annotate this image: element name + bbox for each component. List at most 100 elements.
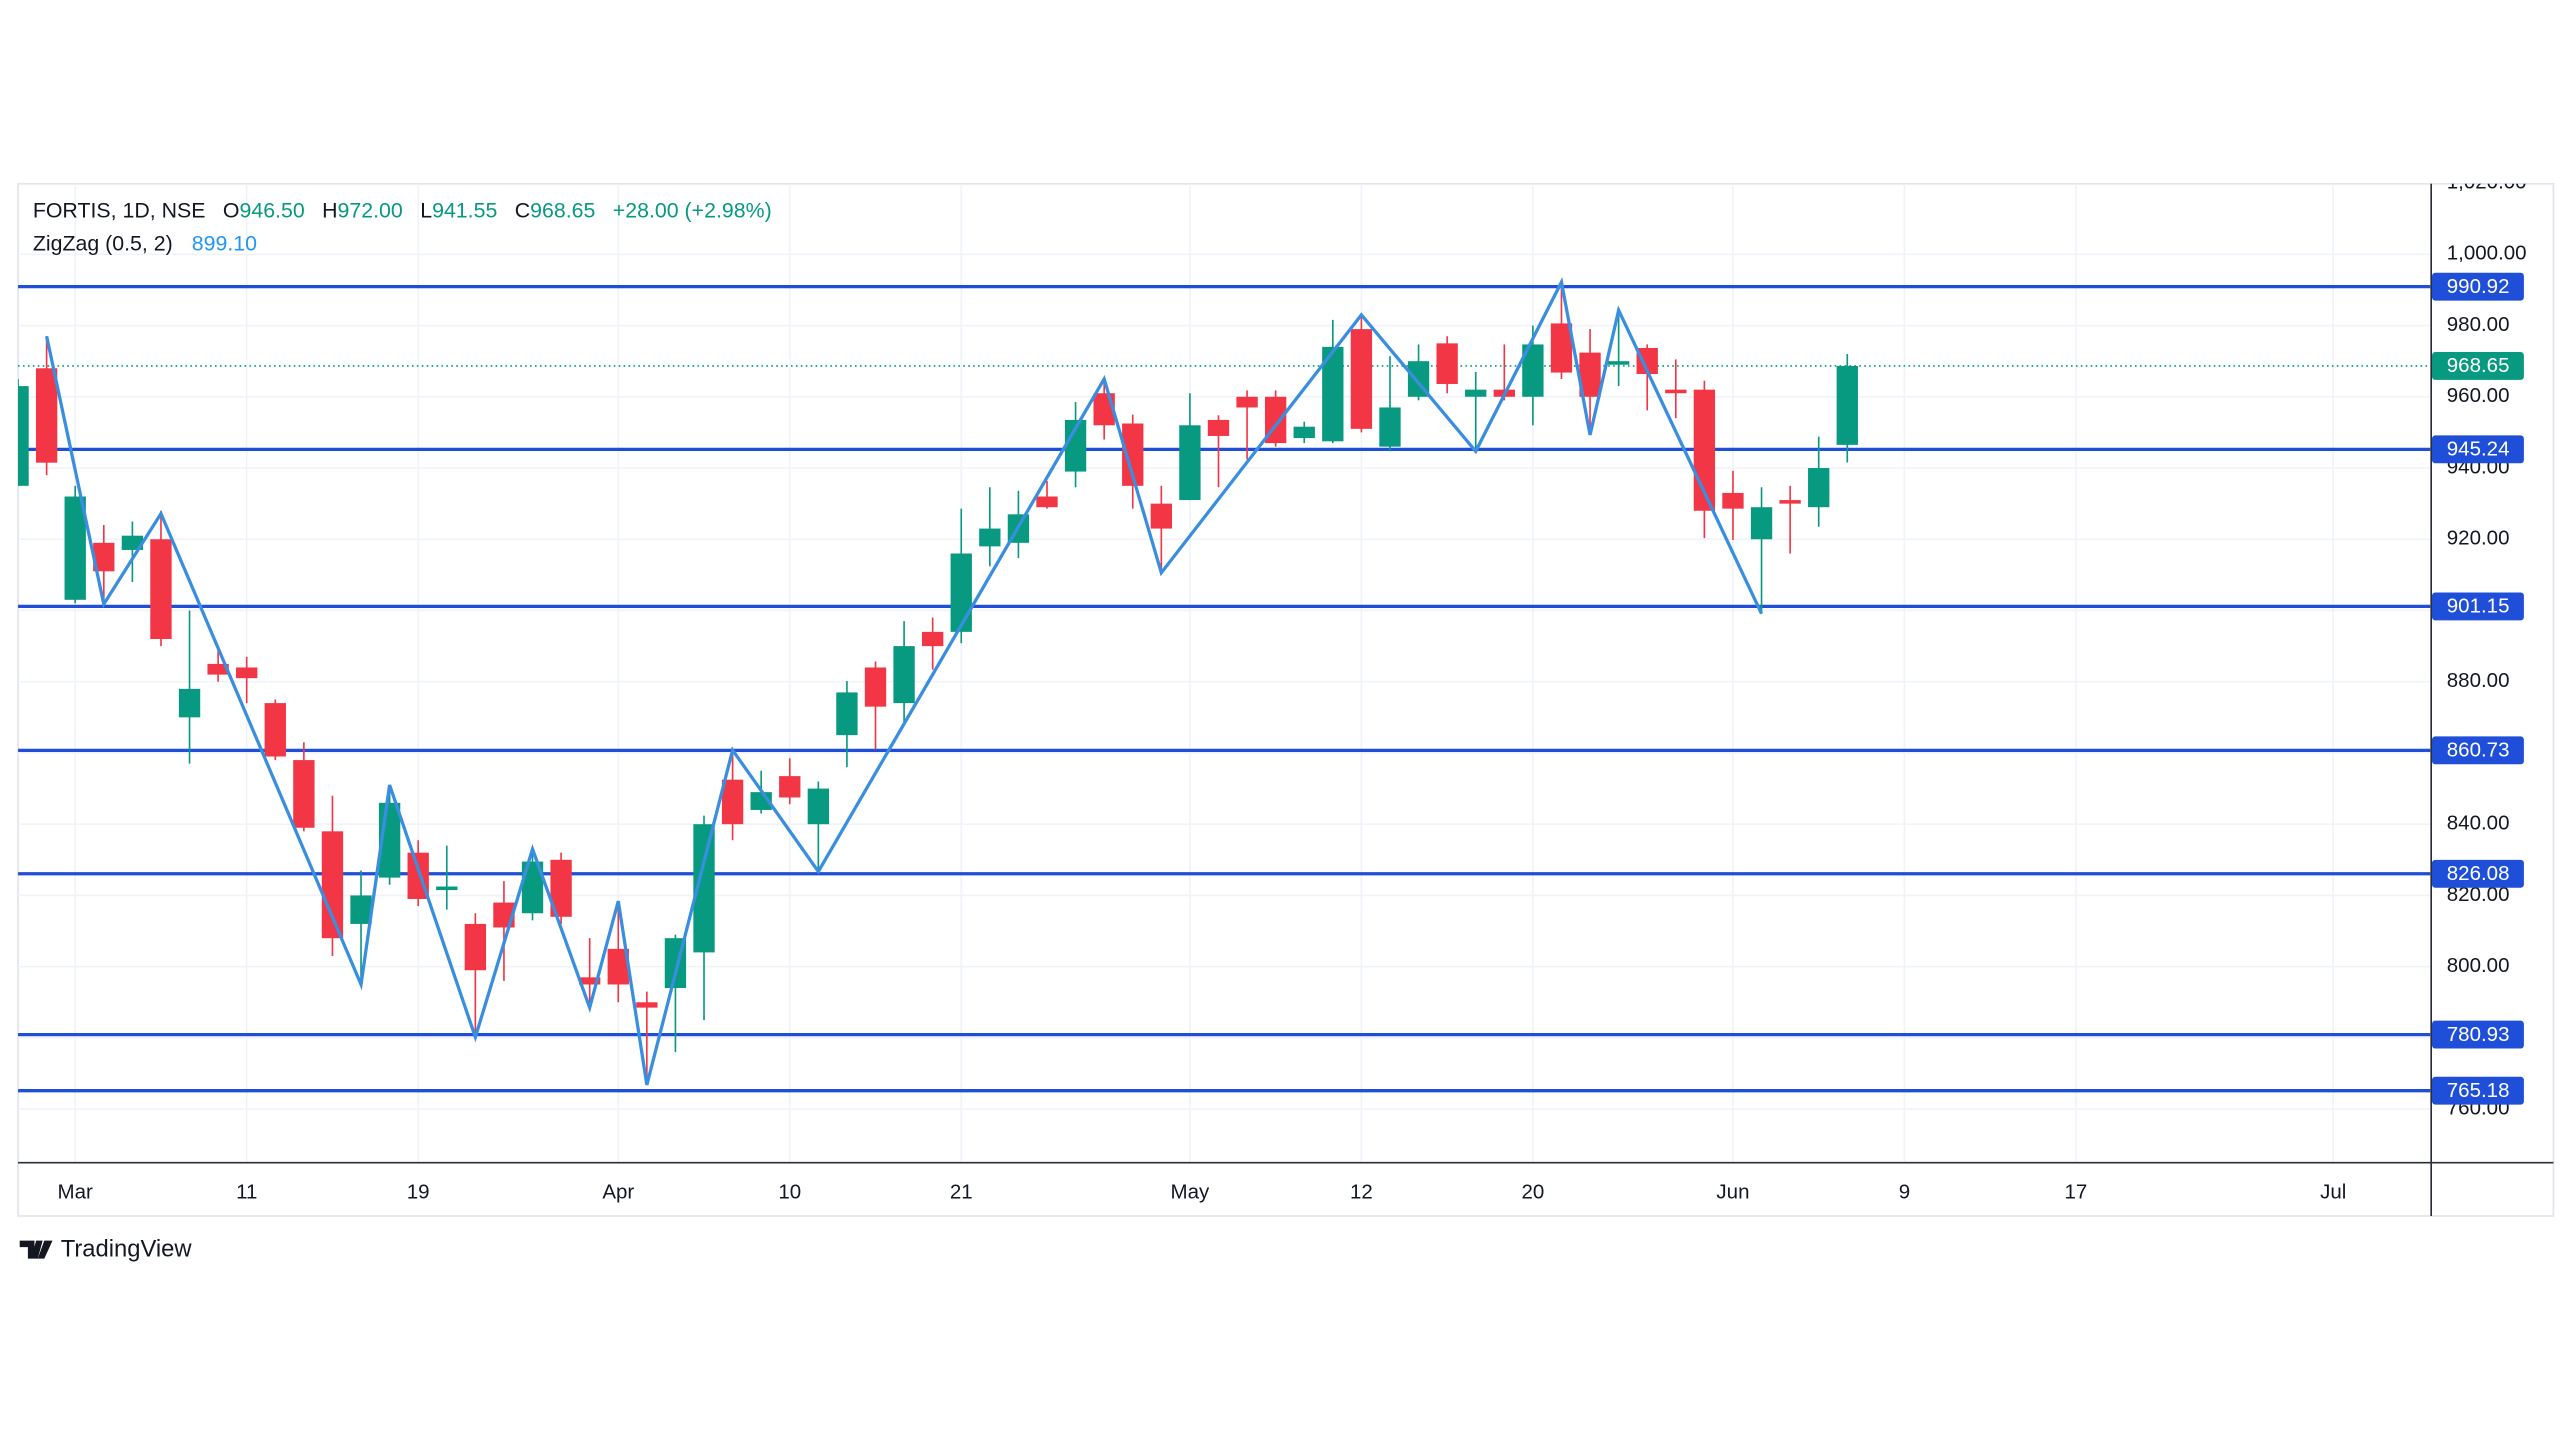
candle-body <box>607 948 629 985</box>
candle-body <box>150 539 172 639</box>
candle-body <box>721 779 744 825</box>
price-labels: 990.92 945.24 901.15 860.73 826.08 780.93 765.… <box>2432 272 2524 1105</box>
level-label-box <box>2432 736 2524 765</box>
brand: TradingView <box>19 1236 193 1263</box>
low-label: L <box>420 198 432 222</box>
level-label-text: 901.15 <box>2447 595 2510 618</box>
x-tick-label: 10 <box>778 1180 801 1203</box>
x-tick-label: Jun <box>1716 1180 1749 1203</box>
level-label-box <box>2432 1076 2524 1105</box>
candle-body <box>1322 346 1344 442</box>
y-tick-label: 920.00 <box>2447 527 2510 550</box>
candle-body <box>1436 343 1458 384</box>
x-tick-label: Mar <box>58 1180 93 1203</box>
candle-body <box>807 788 830 825</box>
legend-line-2: ZigZag (0.5, 2) 899.10 <box>33 231 257 255</box>
open-label: O <box>223 198 240 222</box>
candle-body <box>350 895 372 924</box>
candle-body <box>1236 396 1258 408</box>
candle-body <box>1750 507 1773 540</box>
legend: FORTIS, 1D, NSE O946.50 H972.00 L941.55 … <box>33 198 772 255</box>
high-value: 972.00 <box>338 198 403 222</box>
candle-body <box>264 703 286 757</box>
candle-body <box>1808 468 1830 508</box>
level-label-box <box>2432 1020 2524 1049</box>
brand-logo <box>19 1240 53 1259</box>
candle-body <box>922 631 944 647</box>
close-value: 968.65 <box>530 198 595 222</box>
candle-body <box>236 667 258 679</box>
candle-body <box>1036 496 1058 508</box>
y-tick-label: 820.00 <box>2447 883 2510 906</box>
indicator-name: ZigZag (0.5, 2) <box>33 231 173 255</box>
candle-body <box>93 542 115 572</box>
candle-body <box>1064 419 1087 472</box>
candle-body <box>1522 344 1544 397</box>
indicator-value: 899.10 <box>192 231 257 255</box>
x-tick-label: 11 <box>236 1180 257 1203</box>
x-tick-label: 17 <box>2065 1180 2088 1203</box>
candle-body <box>1779 500 1801 504</box>
level-label-text: 945.24 <box>2447 438 2510 461</box>
grid <box>18 183 2431 1162</box>
x-tick-label: Apr <box>602 1180 634 1203</box>
x-tick-label: 9 <box>1899 1180 1910 1203</box>
x-tick-label: 20 <box>1521 1180 1544 1203</box>
candle-body <box>1665 389 1687 394</box>
y-tick-label: 960.00 <box>2447 384 2510 407</box>
change: +28.00 (+2.98%) <box>613 198 772 222</box>
candle-body <box>950 553 972 632</box>
candle-body <box>293 760 315 828</box>
candle-body <box>1179 425 1201 501</box>
zigzag-layer <box>45 277 1764 1086</box>
candle-body <box>1465 389 1487 397</box>
level-label-text: 826.08 <box>2447 862 2510 885</box>
candle-body <box>864 667 887 707</box>
last-price-label-text: 968.65 <box>2447 354 2510 377</box>
open-value: 946.50 <box>239 198 304 222</box>
y-tick-label: 1,000.00 <box>2447 242 2527 265</box>
candle-body <box>207 663 229 675</box>
candle-body <box>1350 329 1373 429</box>
last-price-label-box <box>2432 352 2524 380</box>
candle-body <box>779 776 801 798</box>
y-tick-label: 980.00 <box>2447 313 2510 336</box>
candle-body <box>1579 352 1601 397</box>
candle-body <box>178 688 201 718</box>
candle-body <box>836 692 858 736</box>
candle-body <box>64 496 86 600</box>
x-tick-label: Jul <box>2320 1180 2346 1203</box>
candle-body <box>321 831 344 939</box>
candle-body <box>1293 426 1315 439</box>
level-label-box <box>2432 592 2524 621</box>
level-label-box <box>2432 859 2524 888</box>
candle-body <box>18 386 29 486</box>
level-label-box <box>2432 272 2524 301</box>
candle-body <box>35 368 58 463</box>
chart-frame <box>17 182 2555 1217</box>
high-label: H <box>322 198 337 222</box>
legend-line-1: FORTIS, 1D, NSE O946.50 H972.00 L941.55 … <box>33 198 772 222</box>
candle-body <box>1836 365 1858 445</box>
level-label-text: 765.18 <box>2447 1079 2510 1102</box>
x-tick-label: 21 <box>950 1180 973 1203</box>
x-tick-label: 12 <box>1350 1180 1373 1203</box>
brand-name: TradingView <box>61 1236 193 1263</box>
candle-body <box>693 824 715 953</box>
candle-body <box>436 886 458 891</box>
x-tick-label: May <box>1171 1180 1210 1203</box>
candle-body <box>579 977 601 985</box>
level-label-box <box>2432 435 2524 464</box>
level-label-text: 780.93 <box>2447 1023 2510 1046</box>
candle-body <box>1379 407 1401 447</box>
level-label-text: 860.73 <box>2447 739 2510 762</box>
close-label: C <box>515 198 530 222</box>
candle-body <box>979 528 1001 547</box>
x-tick-label: 19 <box>407 1180 430 1203</box>
candle-body <box>121 535 144 550</box>
candle-body <box>1122 423 1144 486</box>
y-tick-label: 840.00 <box>2447 812 2510 835</box>
candle-body <box>636 1002 658 1008</box>
y-tick-label: 880.00 <box>2447 669 2510 692</box>
